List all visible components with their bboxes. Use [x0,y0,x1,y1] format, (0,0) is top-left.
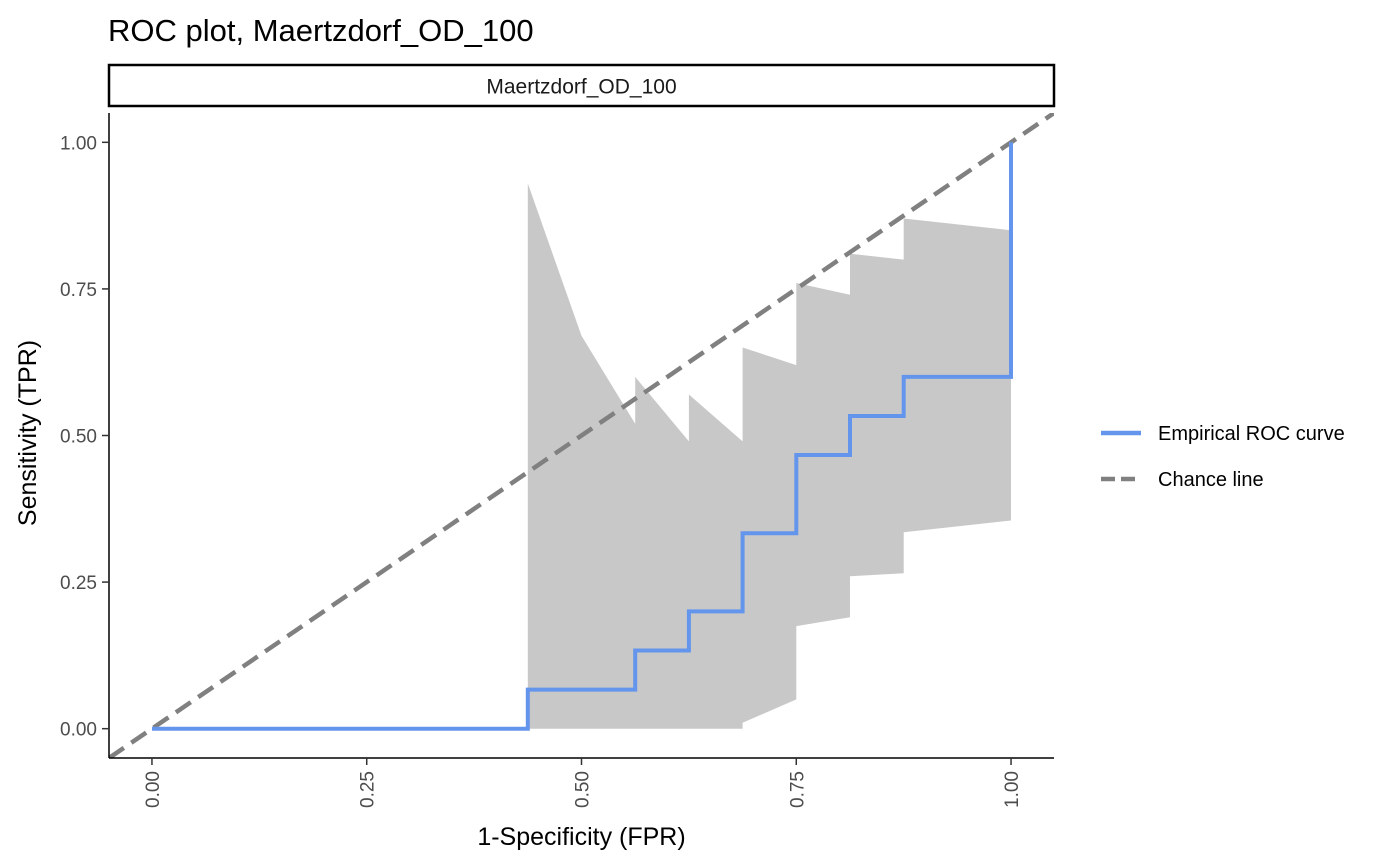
confidence-band-layer [527,183,1011,729]
axes: 0.00 0.25 0.50 0.75 1.00 0.00 0.25 0.50 0.75 1.0… [60,113,1054,808]
legend-item-label: Empirical ROC curve [1158,423,1345,445]
y-tick-label: 0.25 [60,573,97,594]
y-tick-label: 1.00 [60,133,97,154]
chance-line [109,113,1054,758]
y-tick-label: 0.00 [60,720,97,741]
x-tick-label: 0.75 [787,771,808,808]
empirical-roc-curve [152,142,1013,731]
x-tick-label: 0.50 [573,771,594,808]
confidence-band [527,183,1011,729]
legend-item-label: Chance line [1158,469,1264,491]
y-tick-label: 0.50 [60,427,97,448]
x-axis-title: 1-Specificity (FPR) [477,823,685,851]
series-layer [109,113,1054,758]
facet-strip-box [107,63,1056,108]
legend: Empirical ROC curve Chance line [1101,423,1345,491]
x-tick-label: 0.25 [358,771,379,808]
facet-strip: Maertzdorf_OD_100 [107,63,1056,108]
y-axis-ticks: 0.00 0.25 0.50 0.75 1.00 [60,133,109,741]
facet-strip-label: Maertzdorf_OD_100 [486,76,676,99]
x-axis-ticks: 0.00 0.25 0.50 0.75 1.00 [143,758,1023,808]
chart-title: ROC plot, Maertzdorf_OD_100 [108,13,534,48]
x-tick-label: 1.00 [1002,771,1023,808]
y-axis-title: Sensitivity (TPR) [14,340,42,526]
x-tick-label: 0.00 [143,771,164,808]
y-tick-label: 0.75 [60,280,97,301]
plot-panel [109,113,1054,758]
